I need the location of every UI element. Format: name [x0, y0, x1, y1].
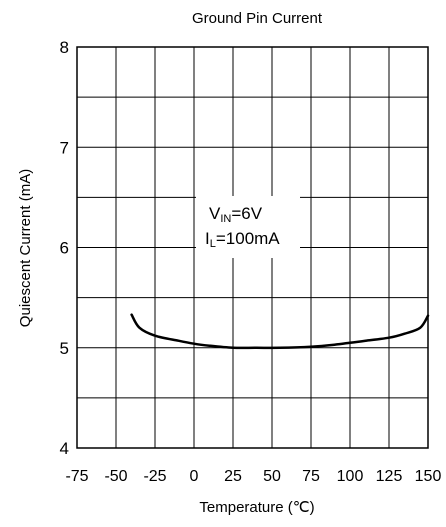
x-tick-label: 0 [190, 468, 199, 485]
series-line-0 [130, 313, 430, 350]
x-tick-label: -25 [143, 468, 166, 485]
chart-title: Ground Pin Current [192, 10, 323, 27]
x-tick-label: -50 [104, 468, 127, 485]
y-axis-label: Quiescent Current (mA) [17, 169, 34, 327]
y-tick-label: 7 [60, 138, 69, 157]
x-tick-label: 100 [337, 468, 364, 485]
annotation-background [196, 196, 300, 258]
x-tick-label: 50 [263, 468, 281, 485]
y-tick-label: 5 [60, 339, 69, 358]
annotation-vin: VIN=6V [209, 204, 263, 225]
annotation-il: IL=100mA [205, 229, 280, 250]
x-tick-label: -75 [65, 468, 88, 485]
series [130, 313, 430, 350]
y-tick-label: 6 [60, 239, 69, 258]
y-tick-label: 4 [60, 439, 69, 458]
x-tick-label: 125 [376, 468, 403, 485]
tick-labels: -75 -50 -25 0 25 50 75 100 125 150 4 5 6 7 8 [60, 38, 442, 485]
annotation: VIN=6V IL=100mA [196, 196, 300, 258]
x-axis-label: Temperature (℃) [199, 499, 314, 516]
plot-frame [76, 46, 429, 449]
x-tick-label: 75 [302, 468, 320, 485]
x-tick-label: 25 [224, 468, 242, 485]
x-tick-label: 150 [415, 468, 442, 485]
y-tick-label: 8 [60, 38, 69, 57]
